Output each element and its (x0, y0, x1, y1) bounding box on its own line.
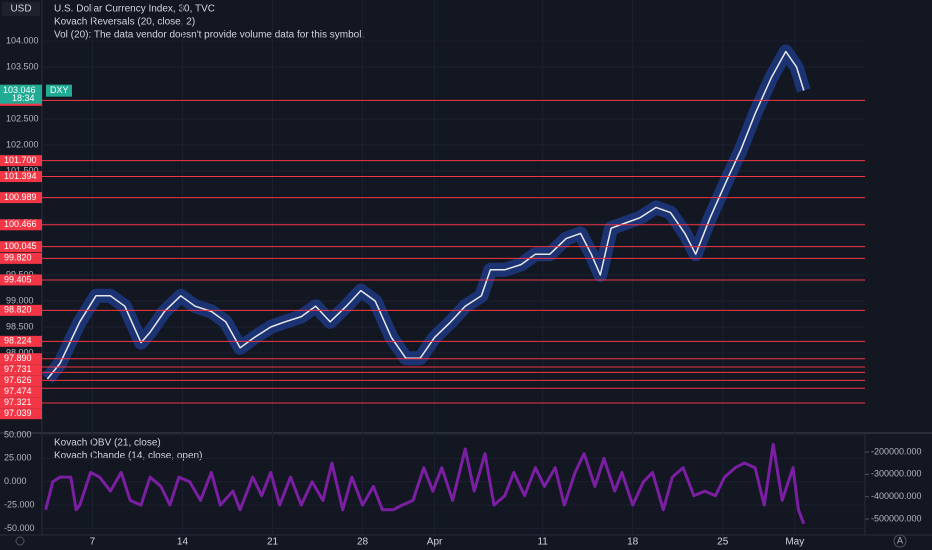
level-label: 97.731 (4, 364, 32, 374)
last-price-label: 103.046 (3, 85, 36, 95)
y-tick-label: 0.000 (4, 476, 27, 486)
y2-tick-label: -400000.000 (871, 491, 922, 501)
level-label-box (0, 171, 42, 183)
level-label: 97.626 (4, 375, 32, 385)
indicator-title: Kovach Chande (14, close, open) (54, 451, 202, 462)
ticker-box (46, 84, 72, 97)
ticker: DXY (50, 85, 69, 95)
y-tick-label: 101.500 (6, 165, 39, 175)
level-label-box (0, 375, 42, 387)
level-label: 97.321 (4, 397, 32, 407)
auto-scale-button[interactable] (893, 534, 907, 548)
level-label-box (0, 155, 42, 167)
level-label-box (0, 364, 42, 376)
y-tick-label: 102.500 (6, 113, 39, 123)
x-tick-label: 21 (267, 537, 279, 548)
x-tick-label: 7 (90, 537, 96, 548)
x-tick-label: May (785, 537, 804, 548)
level-label-box (0, 397, 42, 409)
level-label-box (0, 304, 42, 316)
y-tick-label: 25.000 (4, 453, 32, 463)
last-price-box (0, 84, 42, 104)
level-label-box (0, 274, 42, 286)
level-label: 97.474 (4, 386, 32, 396)
indicator-title: Vol (20): The data vendor doesn't provid… (54, 30, 364, 41)
level-label-box (0, 219, 42, 231)
y2-tick-label: -200000.000 (871, 446, 922, 456)
price-line (46, 50, 805, 380)
level-label-box (0, 386, 42, 398)
auto-scale-icon[interactable]: A (897, 535, 903, 545)
indicator-title: Kovach OBV (21, close) (54, 438, 161, 449)
level-label-box (0, 353, 42, 365)
y-tick-label: 104.000 (6, 35, 39, 45)
level-label: 100.466 (4, 219, 37, 229)
level-label: 99.405 (4, 274, 32, 284)
level-label: 98.820 (4, 305, 32, 315)
y-tick-label: 99.000 (6, 295, 34, 305)
level-label-box (0, 241, 42, 253)
y-tick-label: -25.000 (4, 499, 35, 509)
y2-tick-label: -300000.000 (871, 469, 922, 479)
level-label: 101.394 (4, 171, 37, 181)
level-label-box (0, 192, 42, 204)
x-tick-label: Apr (427, 537, 443, 548)
x-tick-label: 25 (717, 537, 729, 548)
level-label: 99.820 (4, 253, 32, 263)
level-label: 100.045 (4, 241, 37, 251)
settings-button[interactable] (15, 536, 25, 546)
y-tick-label: 102.000 (6, 139, 39, 149)
chart-title: U.S. Dollar Currency Index, 30, TVC (54, 4, 215, 15)
y-tick-label: 103.500 (6, 61, 39, 71)
level-label: 97.039 (4, 408, 32, 418)
x-tick-label: 11 (537, 537, 548, 548)
x-tick-label: 18 (627, 537, 639, 548)
y-tick-label: -50.000 (4, 523, 35, 533)
level-label-box (0, 408, 42, 420)
x-tick-label: 28 (357, 537, 369, 548)
oscillator-line (44, 442, 806, 525)
x-tick-label: 14 (177, 537, 189, 548)
level-label: 97.890 (4, 353, 32, 363)
y2-tick-label: -500000.000 (871, 513, 922, 523)
currency-box[interactable] (2, 2, 40, 16)
y-tick-label: 98.500 (6, 321, 34, 331)
level-label: 98.224 (4, 336, 32, 346)
y-tick-label: 50.000 (4, 429, 32, 439)
y-tick-label: 99.500 (6, 269, 34, 279)
y-tick-label: 98.000 (6, 347, 34, 357)
level-label-box (0, 335, 42, 347)
indicator-title: Kovach Reversals (20, close, 2) (54, 17, 195, 28)
countdown: 18:34 (12, 93, 35, 103)
level-label-box (0, 252, 42, 264)
level-label: 100.989 (4, 192, 37, 202)
currency[interactable]: USD (10, 4, 31, 15)
level-label: 101.700 (4, 155, 37, 165)
